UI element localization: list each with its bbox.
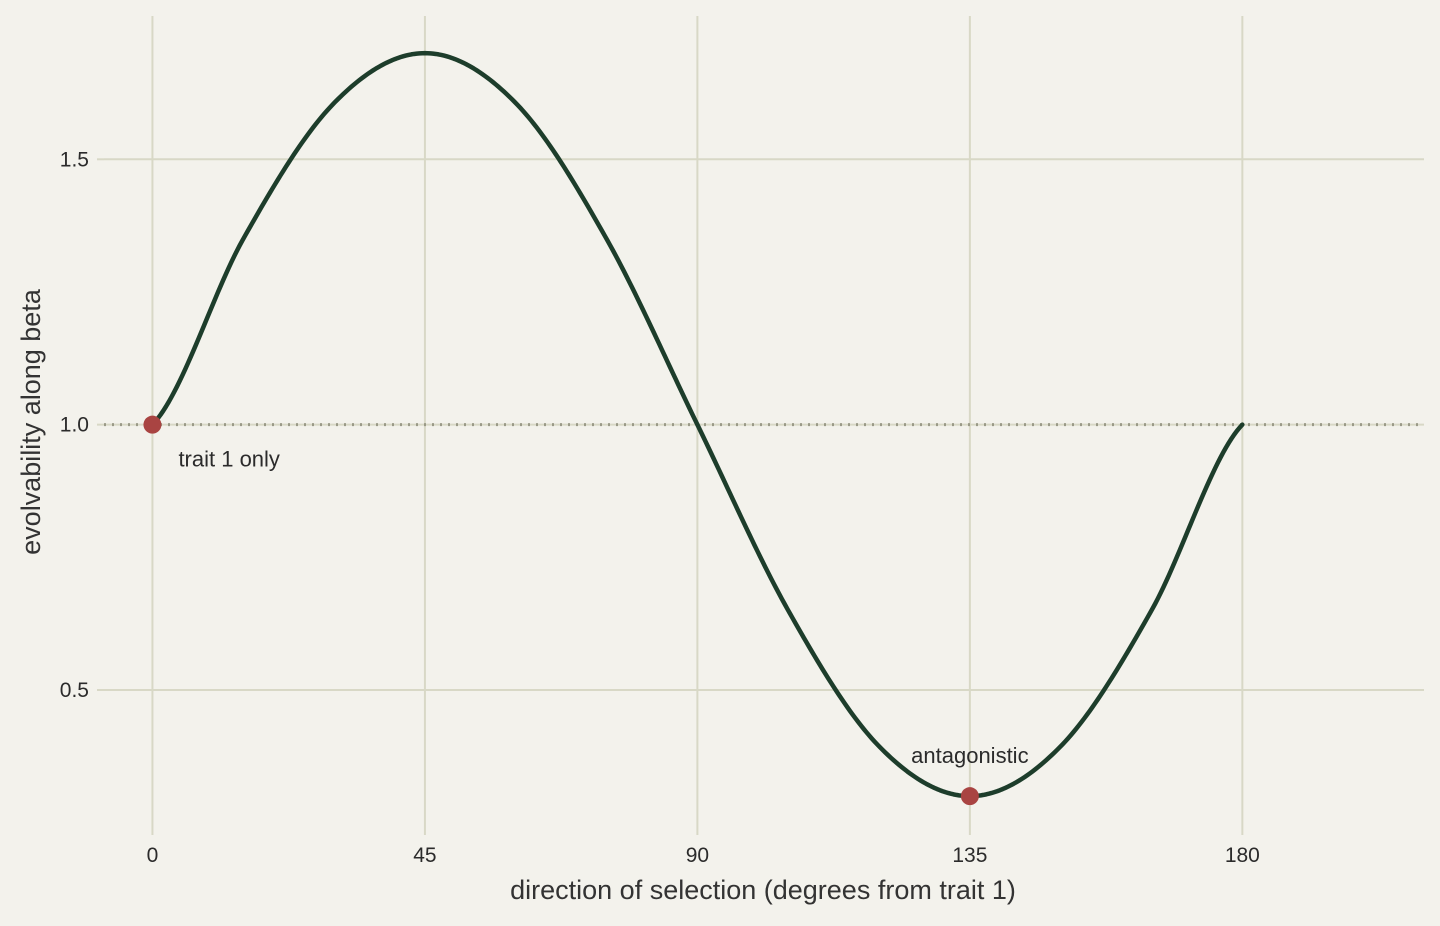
highlight-points-layer	[143, 415, 979, 806]
highlight-point	[960, 787, 979, 806]
y-axis-title: evolvability along beta	[16, 288, 46, 555]
y-tick-label: 1.5	[60, 148, 89, 171]
highlight-point	[143, 415, 162, 434]
x-tick-label: 45	[413, 844, 436, 867]
x-tick-label: 180	[1225, 844, 1260, 867]
series-layer	[150, 50, 1245, 799]
x-tick-label: 135	[952, 844, 987, 867]
y-tick-label: 1.0	[60, 414, 89, 437]
x-axis-title: direction of selection (degrees from tra…	[510, 875, 1016, 905]
point-annotation: antagonistic	[911, 743, 1028, 768]
tick-labels-layer: 0 45 90 135 180 0.5 1.0 1.5 trait 1 only antagoni…	[60, 148, 1260, 867]
x-tick-label: 90	[686, 844, 709, 867]
point-annotation: trait 1 only	[178, 447, 280, 472]
series-line	[150, 50, 1245, 799]
x-tick-label: 0	[147, 844, 159, 867]
y-tick-label: 0.5	[60, 679, 89, 702]
